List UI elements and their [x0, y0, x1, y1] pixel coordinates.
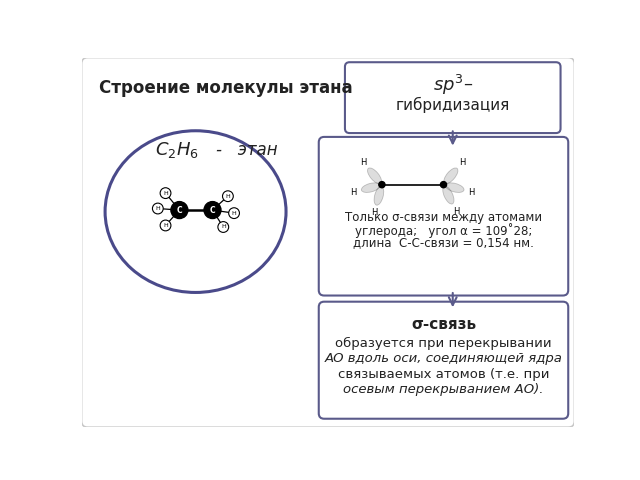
FancyBboxPatch shape — [319, 302, 568, 419]
Circle shape — [379, 181, 385, 188]
Text: АО вдоль оси, соединяющей ядра: АО вдоль оси, соединяющей ядра — [324, 352, 563, 365]
Circle shape — [228, 208, 239, 218]
Circle shape — [223, 191, 234, 202]
Ellipse shape — [445, 183, 464, 192]
FancyArrowPatch shape — [449, 293, 456, 305]
Text: углерода;   угол α = 109˚28;: углерода; угол α = 109˚28; — [355, 223, 532, 238]
Text: H: H — [232, 211, 236, 216]
Text: H: H — [459, 158, 465, 167]
Text: длина  С-С-связи = 0,154 нм.: длина С-С-связи = 0,154 нм. — [353, 236, 534, 249]
Ellipse shape — [443, 186, 454, 204]
Ellipse shape — [367, 168, 381, 184]
Text: H: H — [351, 188, 357, 197]
Text: Только σ-связи между атомами: Только σ-связи между атомами — [345, 211, 542, 224]
Ellipse shape — [362, 183, 380, 192]
Text: H: H — [371, 208, 378, 217]
Circle shape — [440, 181, 447, 188]
FancyBboxPatch shape — [319, 137, 568, 296]
Circle shape — [152, 203, 163, 214]
Text: H: H — [221, 225, 226, 229]
Text: $\mathit{C_2H_6}$: $\mathit{C_2H_6}$ — [155, 140, 198, 160]
Text: образуется при перекрывании: образуется при перекрывании — [335, 337, 552, 350]
Ellipse shape — [374, 186, 384, 205]
Text: гибридизация: гибридизация — [396, 97, 510, 113]
Text: -   этан: - этан — [216, 141, 278, 159]
Text: H: H — [360, 158, 366, 167]
Circle shape — [171, 202, 188, 218]
Text: Строение молекулы этана: Строение молекулы этана — [99, 79, 352, 97]
Text: связываемых атомов (т.е. при: связываемых атомов (т.е. при — [338, 368, 549, 381]
FancyBboxPatch shape — [82, 58, 575, 427]
Text: осевым перекрыванием АО).: осевым перекрыванием АО). — [343, 383, 544, 396]
Text: H: H — [163, 223, 168, 228]
Text: C: C — [210, 205, 215, 215]
Ellipse shape — [444, 168, 458, 184]
Text: H: H — [452, 207, 459, 216]
Circle shape — [160, 188, 171, 199]
Text: H: H — [468, 188, 475, 197]
Ellipse shape — [105, 131, 286, 292]
Text: H: H — [225, 194, 230, 199]
Text: H: H — [163, 191, 168, 196]
FancyBboxPatch shape — [345, 62, 561, 133]
Text: H: H — [156, 206, 160, 211]
Text: $\mathbf{\mathit{sp^3}}$–: $\mathbf{\mathit{sp^3}}$– — [433, 73, 473, 97]
Circle shape — [204, 202, 221, 218]
Text: σ-связь: σ-связь — [411, 316, 476, 332]
Text: C: C — [177, 205, 182, 215]
FancyArrowPatch shape — [449, 131, 456, 144]
Circle shape — [160, 220, 171, 231]
Circle shape — [218, 222, 228, 232]
